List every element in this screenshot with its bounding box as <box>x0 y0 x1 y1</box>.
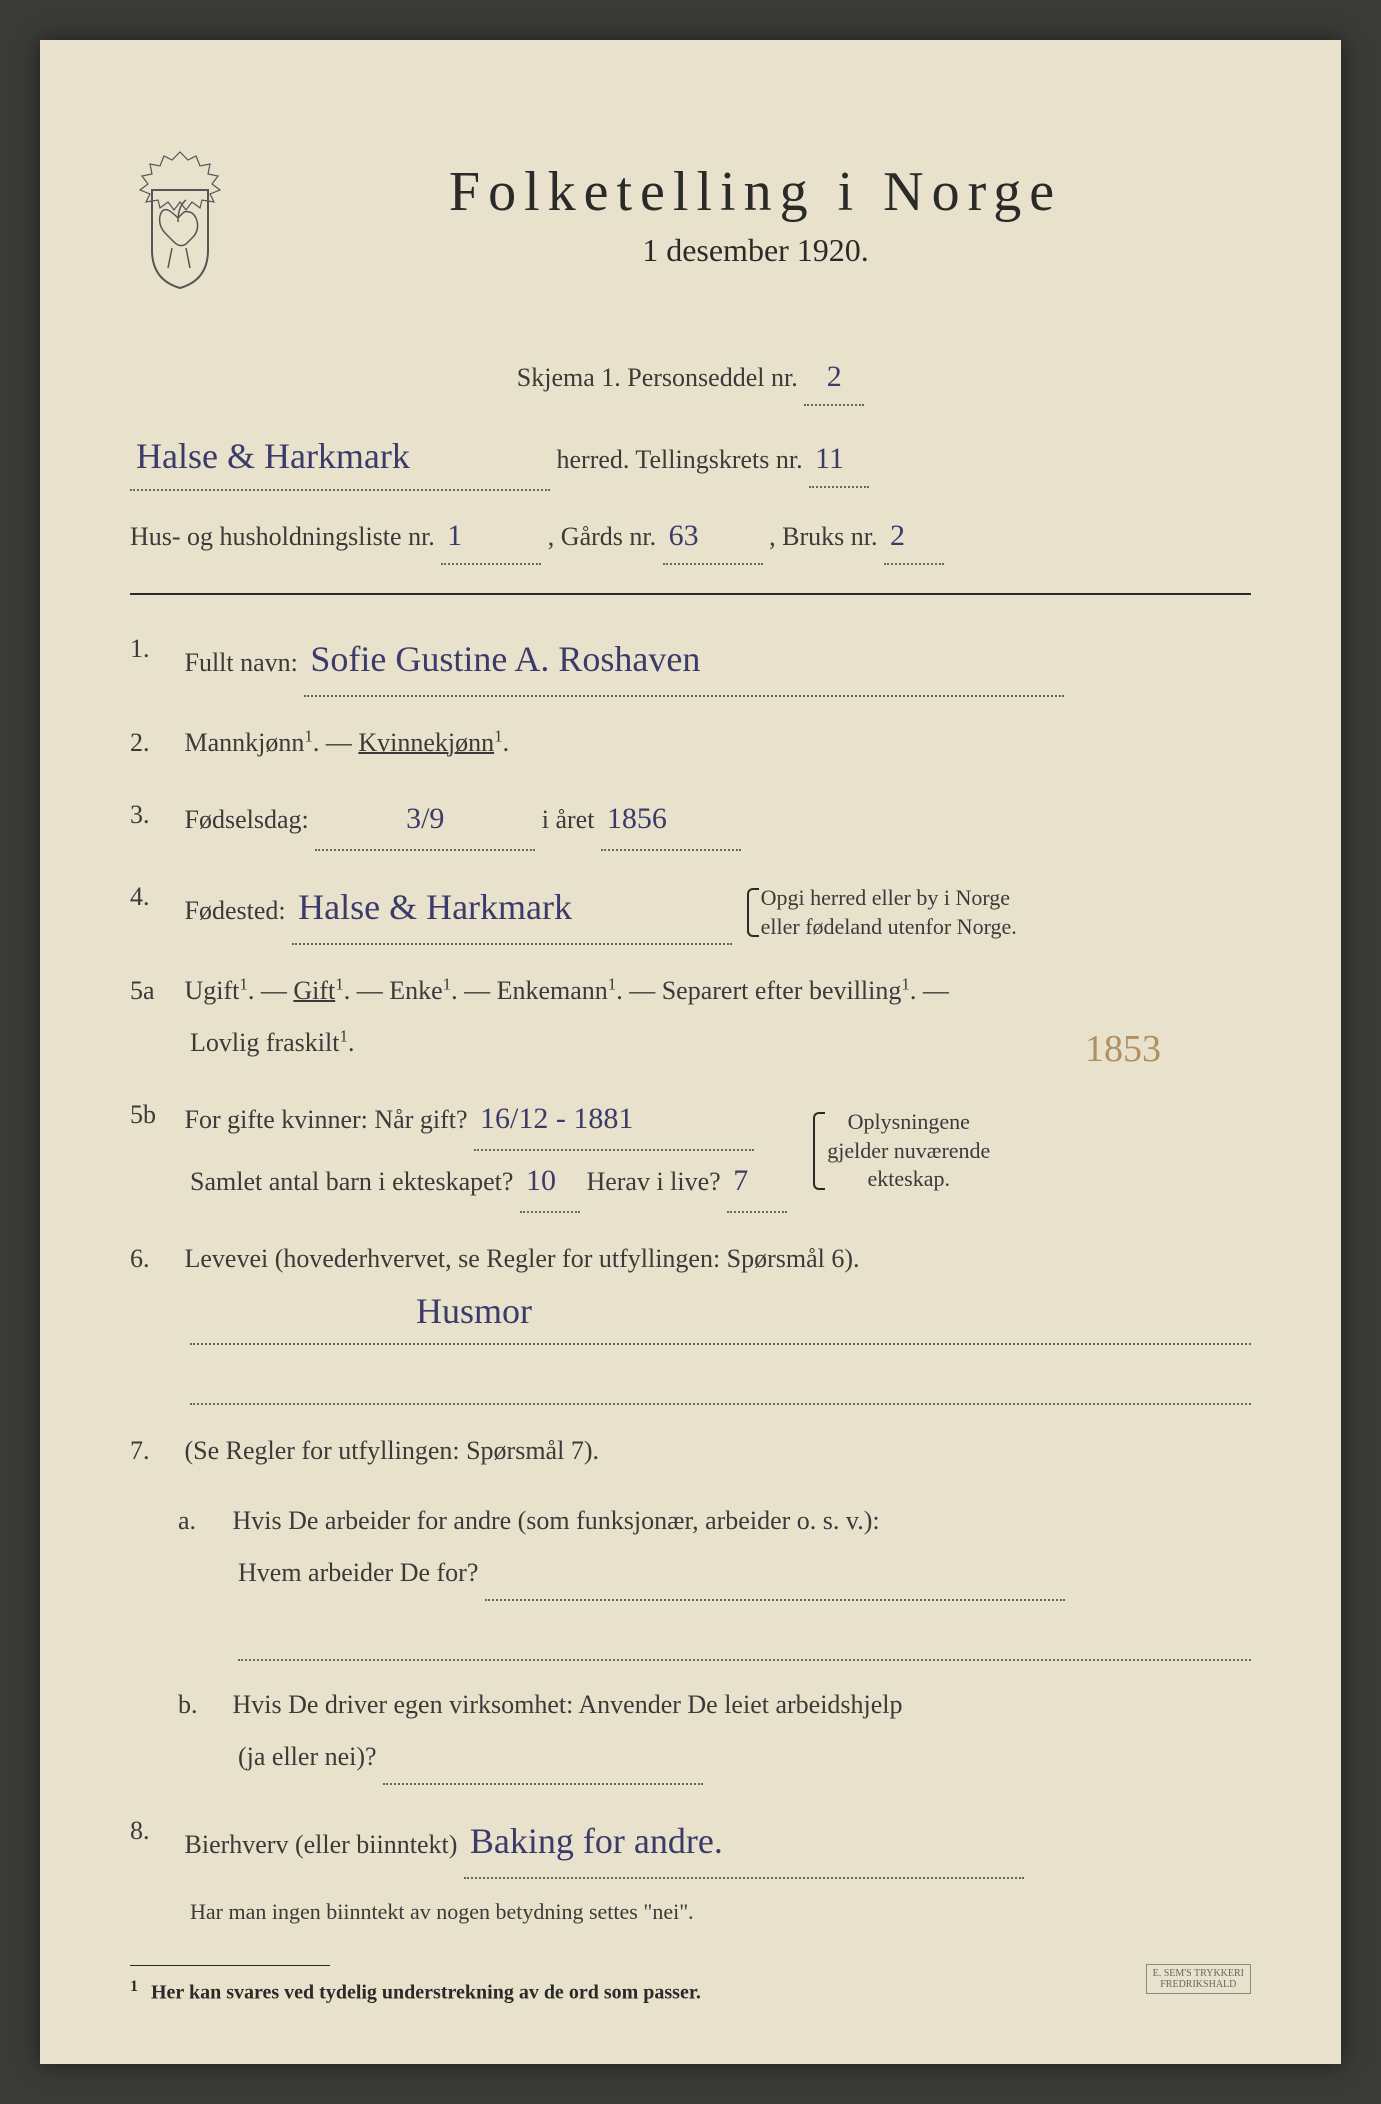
q3-num: 3. <box>130 789 178 841</box>
q7: 7. (Se Regler for utfyllingen: Spørsmål … <box>130 1425 1251 1785</box>
q8-value: Baking for andre. <box>464 1805 1024 1879</box>
q7a-l1: Hvis De arbeider for andre (som funksjon… <box>233 1506 880 1535</box>
q5b-label2: Samlet antal barn i ekteskapet? <box>190 1167 513 1196</box>
q5b: 5b For gifte kvinner: Når gift? 16/12 - … <box>130 1089 1251 1213</box>
hus-label: Hus- og husholdningsliste nr. <box>130 522 435 551</box>
q7-num: 7. <box>130 1425 178 1477</box>
q3-mid: i året <box>542 805 595 834</box>
q2-kvinne: Kvinnekjønn <box>358 728 494 757</box>
q7b-blank <box>383 1731 703 1785</box>
footnote: 1 Her kan svares ved tydelig understrekn… <box>130 1978 1251 2005</box>
q5b-val2: 10 <box>520 1151 580 1213</box>
q4-label: Fødested: <box>185 896 286 925</box>
meta-herred: Halse & Harkmark herred. Tellingskrets n… <box>130 424 1251 491</box>
q7a-blank <box>485 1547 1065 1601</box>
q5b-label3: Herav i live? <box>586 1167 720 1196</box>
q7b-l2: (ja eller nei)? <box>238 1742 377 1771</box>
q5a-opts2: Lovlig fraskilt1. <box>190 1028 354 1057</box>
q2-mann: Mannkjønn <box>185 728 305 757</box>
q5b-note-l1: Oplysningene <box>848 1109 970 1134</box>
q7a-l2: Hvem arbeider De for? <box>238 1558 478 1587</box>
q5b-note-l3: ekteskap. <box>868 1166 950 1191</box>
q3: 3. Fødselsdag: 3/9 i året 1856 <box>130 789 1251 851</box>
q4-note-l2: eller fødeland utenfor Norge. <box>761 914 1017 939</box>
gards-label: , Gårds nr. <box>548 522 656 551</box>
q4-num: 4. <box>130 871 178 923</box>
coat-of-arms-icon <box>130 150 230 290</box>
page-title: Folketelling i Norge <box>260 160 1251 224</box>
q7-label: (Se Regler for utfyllingen: Spørsmål 7). <box>185 1436 599 1465</box>
tellingskrets-nr: 11 <box>809 432 869 488</box>
q6-line1: Husmor <box>190 1297 1251 1345</box>
q6-line2 <box>190 1357 1251 1405</box>
q4-note: Opgi herred eller by i Norge eller fødel… <box>747 884 1017 941</box>
personseddel-nr: 2 <box>804 350 864 406</box>
page-subtitle: 1 desember 1920. <box>260 232 1251 269</box>
q8-label: Bierhverv (eller biinntekt) <box>185 1830 458 1859</box>
hus-nr: 1 <box>441 509 541 565</box>
meta-hus: Hus- og husholdningsliste nr. 1 , Gårds … <box>130 509 1251 565</box>
footnote-num: 1 <box>130 1978 138 1995</box>
q3-label: Fødselsdag: <box>185 805 309 834</box>
bruks-label: , Bruks nr. <box>769 522 877 551</box>
skjema-label: Skjema 1. Personseddel nr. <box>517 363 798 392</box>
q5b-val1: 16/12 - 1881 <box>474 1089 754 1151</box>
q7a-num: a. <box>178 1495 226 1547</box>
q5a-opts: Ugift1. — Gift1. — Enke1. — Enkemann1. —… <box>185 976 949 1005</box>
margin-pencil-note: 1853 <box>1085 1011 1161 1087</box>
q4-value: Halse & Harkmark <box>292 871 732 945</box>
footnote-text: Her kan svares ved tydelig understreknin… <box>151 1981 701 2003</box>
printer-mark: E. SEM'S TRYKKERI FREDRIKSHALD <box>1146 1964 1251 1994</box>
footnote-rule <box>130 1965 330 1966</box>
q5b-num: 5b <box>130 1089 178 1141</box>
separator <box>130 593 1251 595</box>
printer-l2: FREDRIKSHALD <box>1160 1979 1236 1990</box>
sup: 1 <box>304 726 312 745</box>
census-form-page: Folketelling i Norge 1 desember 1920. Sk… <box>40 40 1341 2064</box>
gards-nr: 63 <box>663 509 763 565</box>
q5a: 5a Ugift1. — Gift1. — Enke1. — Enkemann1… <box>130 965 1251 1069</box>
q2-num: 2. <box>130 717 178 769</box>
q5b-note-l2: gjelder nuværende <box>827 1138 990 1163</box>
bruks-nr: 2 <box>884 509 944 565</box>
q4-note-l1: Opgi herred eller by i Norge <box>761 885 1010 910</box>
q2: 2. Mannkjønn1. — Kvinnekjønn1. <box>130 717 1251 769</box>
q4: 4. Fødested: Halse & Harkmark Opgi herre… <box>130 871 1251 945</box>
herred-name: Halse & Harkmark <box>130 424 550 491</box>
q5b-label1: For gifte kvinner: Når gift? <box>185 1105 468 1134</box>
header: Folketelling i Norge 1 desember 1920. <box>130 150 1251 290</box>
q6-label: Levevei (hovederhvervet, se Regler for u… <box>185 1244 860 1273</box>
q8-num: 8. <box>130 1805 178 1857</box>
meta-skjema: Skjema 1. Personseddel nr. 2 <box>130 350 1251 406</box>
q1: 1. Fullt navn: Sofie Gustine A. Roshaven <box>130 623 1251 697</box>
title-block: Folketelling i Norge 1 desember 1920. <box>260 150 1251 269</box>
q3-year: 1856 <box>601 789 741 851</box>
q6-value: Husmor <box>410 1275 538 1347</box>
q3-day: 3/9 <box>315 789 535 851</box>
q6: 6. Levevei (hovederhvervet, se Regler fo… <box>130 1233 1251 1405</box>
q7a-line2 <box>238 1613 1251 1661</box>
q7b-l1: Hvis De driver egen virksomhet: Anvender… <box>233 1690 903 1719</box>
printer-l1: E. SEM'S TRYKKERI <box>1153 1968 1244 1979</box>
q5b-val3: 7 <box>727 1151 787 1213</box>
herred-suffix: herred. Tellingskrets nr. <box>557 445 803 474</box>
q1-value: Sofie Gustine A. Roshaven <box>304 623 1064 697</box>
q8: 8. Bierhverv (eller biinntekt) Baking fo… <box>130 1805 1251 1879</box>
q5a-num: 5a <box>130 965 178 1017</box>
q1-label: Fullt navn: <box>185 648 298 677</box>
q8-note: Har man ingen biinntekt av nogen betydni… <box>190 1899 1251 1925</box>
q1-num: 1. <box>130 623 178 675</box>
sup: 1 <box>494 726 502 745</box>
q5b-note: Oplysningene gjelder nuværende ekteskap. <box>813 1108 990 1194</box>
q6-num: 6. <box>130 1233 178 1285</box>
q7b-num: b. <box>178 1679 226 1731</box>
